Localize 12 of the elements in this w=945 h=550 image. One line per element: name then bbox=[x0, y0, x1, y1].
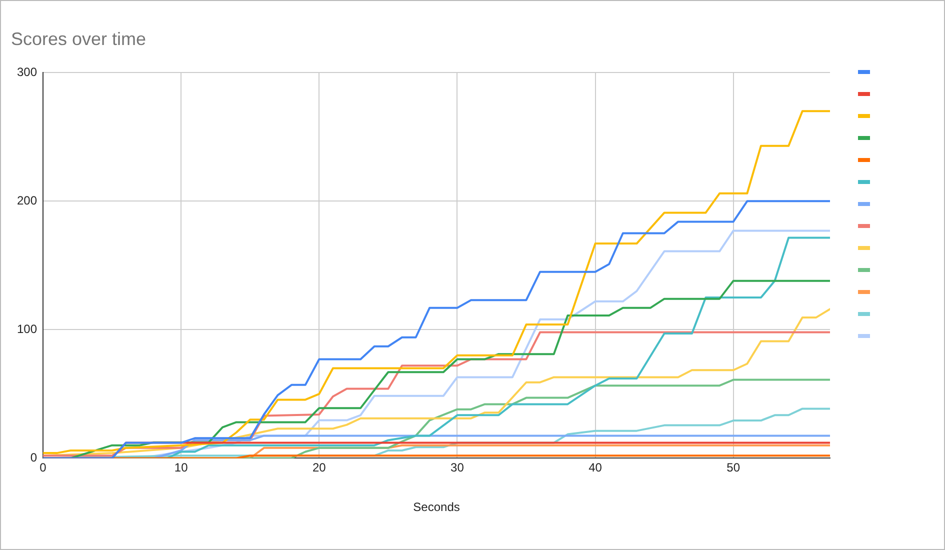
x-tick-label: 20 bbox=[312, 460, 326, 475]
x-axis-title: Seconds bbox=[413, 500, 460, 514]
x-tick-label: 10 bbox=[174, 460, 188, 475]
y-tick-label: 0 bbox=[30, 450, 38, 465]
x-tick-label: 50 bbox=[726, 460, 740, 475]
y-tick-label: 300 bbox=[16, 64, 38, 79]
y-tick-label: 100 bbox=[16, 322, 38, 336]
chart-title: Scores over time bbox=[11, 28, 146, 49]
y-tick-label: 200 bbox=[16, 193, 38, 208]
x-tick-label: 0 bbox=[40, 460, 47, 475]
x-tick-label: 40 bbox=[588, 460, 602, 475]
x-tick-label: 30 bbox=[450, 460, 464, 475]
